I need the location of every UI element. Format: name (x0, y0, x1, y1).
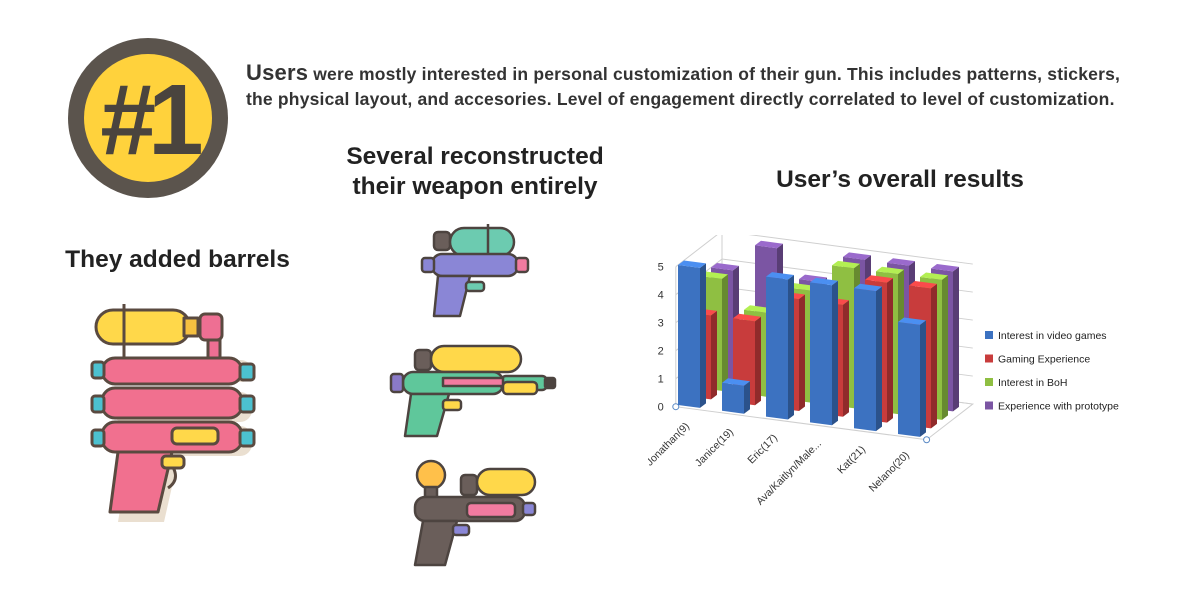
legend-swatch (985, 354, 993, 363)
legend-label: Experience with prototype (998, 401, 1119, 413)
intro-paragraph: Users were mostly interested in personal… (246, 60, 1126, 112)
reconstructed-heading-line1: Several reconstructed (346, 143, 604, 170)
x-tick-label: Jonathan(9) (648, 420, 692, 468)
chart-bars (678, 240, 959, 437)
legend-label: Interest in video games (998, 330, 1107, 342)
water-gun-icon (389, 344, 557, 438)
water-gun-icon (420, 224, 530, 318)
x-tick-label: Janice(19) (693, 426, 736, 469)
number-one-badge: #1 (68, 38, 228, 198)
bar (766, 272, 794, 420)
bar (722, 378, 750, 414)
y-tick-label: 3 (658, 318, 664, 330)
barrels-heading: They added barrels (65, 246, 290, 273)
legend-item: Experience with prototype (985, 401, 1119, 413)
bar (898, 317, 926, 437)
chart-x-ticks: Jonathan(9) Janice(19) Eric(17)Ava/Kaitlyn… (648, 420, 912, 507)
y-tick-label: 0 (658, 402, 664, 414)
bar (678, 260, 706, 408)
axis-handle (672, 403, 680, 411)
bar (854, 283, 882, 432)
water-gun-icon (90, 304, 256, 522)
legend-item: Interest in BoH (985, 377, 1067, 389)
results-heading: User’s overall results (776, 166, 1024, 193)
reconstructed-heading: Several reconstructed their weapon entir… (320, 142, 630, 202)
axis-handle (923, 436, 931, 444)
legend-label: Interest in BoH (998, 377, 1067, 389)
y-tick-label: 1 (658, 374, 664, 386)
y-tick-label: 2 (658, 346, 664, 358)
x-tick-label: Nelano(20) (867, 449, 912, 494)
reconstructed-heading-line2: their weapon entirely (352, 173, 598, 200)
legend-label: Gaming Experience (998, 354, 1090, 366)
x-tick-label: Eric(17) (745, 432, 779, 466)
chart-y-ticks: 0 1 2 3 4 5 (658, 262, 664, 414)
badge-text: #1 (100, 64, 201, 176)
water-gun-icon (413, 459, 537, 567)
legend-swatch (985, 331, 993, 339)
intro-text: were mostly interested in personal custo… (246, 64, 1121, 109)
gridline (675, 235, 973, 268)
legend-swatch (985, 401, 993, 410)
legend-swatch (985, 378, 993, 386)
intro-lead: Users (246, 60, 309, 85)
x-tick-label: Kat(21) (835, 444, 868, 477)
bar (810, 277, 838, 426)
y-tick-label: 4 (658, 290, 664, 302)
legend-item: Interest in video games (985, 330, 1107, 342)
chart-legend: Interest in video games Gaming Experience… (985, 330, 1119, 413)
legend-item: Gaming Experience (985, 354, 1090, 366)
y-tick-label: 5 (658, 262, 664, 274)
